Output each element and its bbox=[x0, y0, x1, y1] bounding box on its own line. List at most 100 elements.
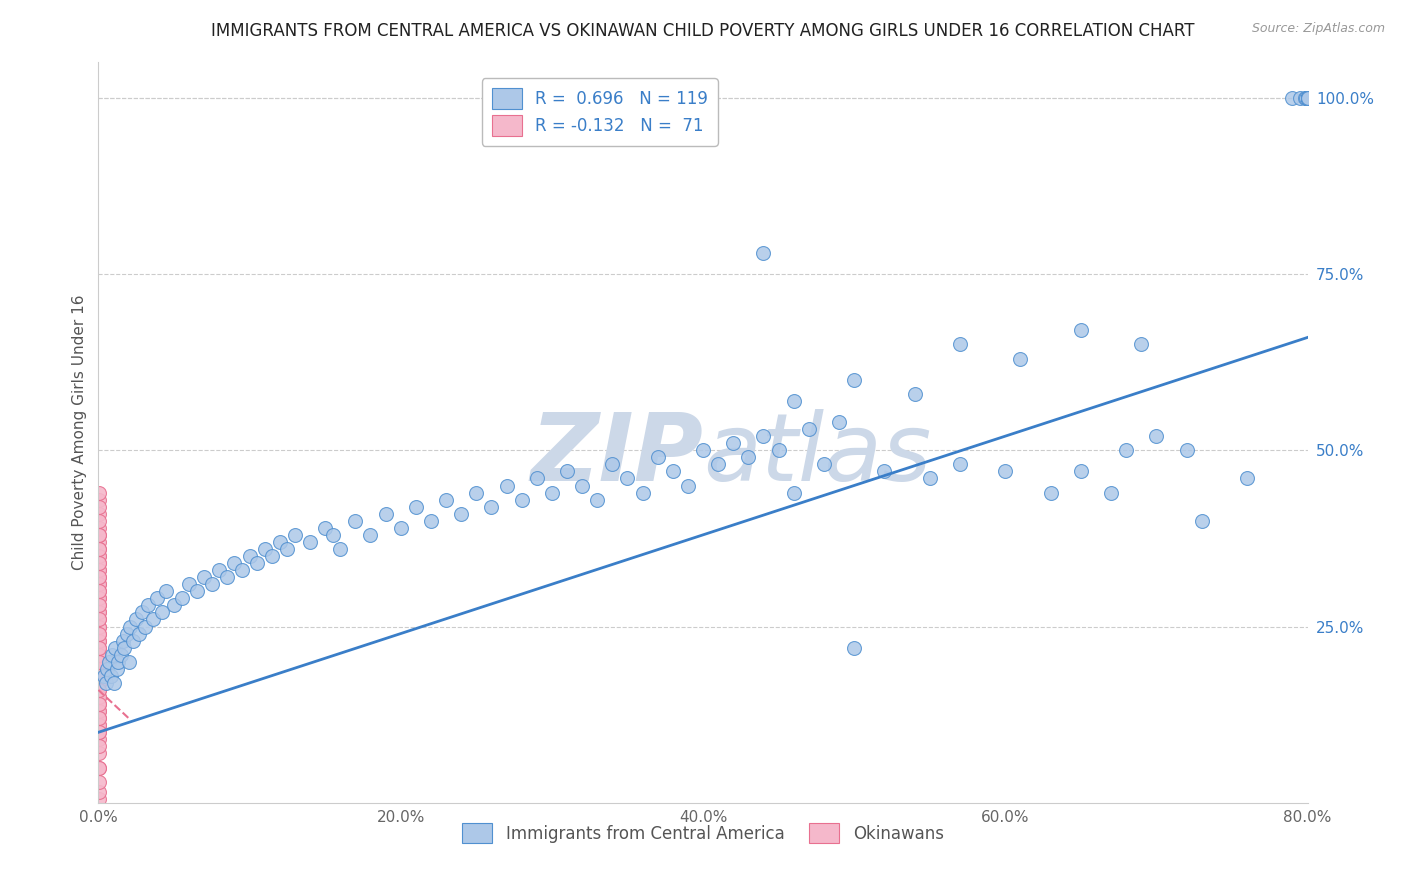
Point bbox=[110, 648, 132, 662]
Point bbox=[540, 485, 562, 500]
Point bbox=[602, 458, 624, 472]
Point bbox=[555, 464, 578, 478]
Point bbox=[752, 245, 775, 260]
Point bbox=[526, 471, 548, 485]
Point bbox=[1175, 443, 1198, 458]
Point bbox=[949, 458, 972, 472]
Point bbox=[89, 626, 111, 640]
Point bbox=[405, 500, 427, 514]
Point bbox=[89, 521, 111, 535]
Point bbox=[89, 640, 111, 655]
Text: Source: ZipAtlas.com: Source: ZipAtlas.com bbox=[1251, 22, 1385, 36]
Point bbox=[1296, 91, 1319, 105]
Point bbox=[89, 640, 111, 655]
Point bbox=[89, 599, 111, 613]
Point bbox=[89, 514, 111, 528]
Point bbox=[360, 528, 382, 542]
Point bbox=[813, 458, 835, 472]
Point bbox=[1039, 485, 1062, 500]
Point bbox=[89, 655, 111, 669]
Point bbox=[89, 507, 111, 521]
Point bbox=[89, 556, 111, 570]
Point bbox=[239, 549, 262, 563]
Point bbox=[89, 570, 111, 584]
Point bbox=[103, 676, 125, 690]
Point bbox=[89, 563, 111, 577]
Point bbox=[661, 464, 683, 478]
Point bbox=[115, 626, 138, 640]
Point bbox=[89, 619, 111, 633]
Point bbox=[1296, 91, 1319, 105]
Point bbox=[89, 718, 111, 732]
Point bbox=[1296, 91, 1319, 105]
Point bbox=[1296, 91, 1319, 105]
Point bbox=[89, 662, 111, 676]
Point bbox=[125, 612, 148, 626]
Point bbox=[96, 662, 118, 676]
Point bbox=[89, 690, 111, 704]
Point bbox=[89, 599, 111, 613]
Point bbox=[752, 429, 775, 443]
Point bbox=[89, 690, 111, 704]
Point bbox=[89, 606, 111, 620]
Point bbox=[1010, 351, 1032, 366]
Point bbox=[89, 774, 111, 789]
Point bbox=[89, 549, 111, 563]
Point bbox=[1296, 91, 1319, 105]
Point bbox=[450, 507, 472, 521]
Point bbox=[481, 500, 503, 514]
Point bbox=[1146, 429, 1168, 443]
Point bbox=[89, 633, 111, 648]
Point bbox=[1191, 514, 1213, 528]
Point bbox=[1294, 91, 1316, 105]
Point bbox=[93, 669, 115, 683]
Point bbox=[128, 626, 150, 640]
Point bbox=[707, 458, 730, 472]
Point bbox=[465, 485, 488, 500]
Point bbox=[89, 725, 111, 739]
Point bbox=[89, 704, 111, 718]
Point bbox=[723, 436, 745, 450]
Point bbox=[215, 570, 238, 584]
Point bbox=[344, 514, 367, 528]
Point bbox=[89, 760, 111, 774]
Point bbox=[783, 393, 806, 408]
Point bbox=[89, 697, 111, 711]
Point bbox=[374, 507, 396, 521]
Point bbox=[112, 640, 135, 655]
Point bbox=[89, 549, 111, 563]
Y-axis label: Child Poverty Among Girls Under 16: Child Poverty Among Girls Under 16 bbox=[72, 295, 87, 570]
Point bbox=[193, 570, 215, 584]
Point bbox=[828, 415, 851, 429]
Point bbox=[89, 676, 111, 690]
Point bbox=[89, 704, 111, 718]
Point bbox=[89, 711, 111, 725]
Point bbox=[89, 669, 111, 683]
Point bbox=[163, 599, 186, 613]
Point bbox=[586, 492, 609, 507]
Point bbox=[94, 676, 117, 690]
Point bbox=[797, 422, 820, 436]
Point bbox=[224, 556, 246, 570]
Point bbox=[107, 655, 129, 669]
Point bbox=[262, 549, 284, 563]
Point bbox=[89, 633, 111, 648]
Point bbox=[179, 577, 201, 591]
Point bbox=[89, 492, 111, 507]
Point bbox=[1070, 323, 1092, 337]
Point bbox=[783, 485, 806, 500]
Point bbox=[1296, 91, 1319, 105]
Point bbox=[276, 541, 298, 556]
Point bbox=[495, 478, 517, 492]
Point bbox=[89, 591, 111, 606]
Point bbox=[1296, 91, 1319, 105]
Point bbox=[146, 591, 169, 606]
Point bbox=[284, 528, 307, 542]
Point bbox=[1115, 443, 1137, 458]
Point bbox=[142, 612, 165, 626]
Point bbox=[101, 648, 124, 662]
Point bbox=[904, 387, 927, 401]
Point bbox=[89, 725, 111, 739]
Point bbox=[89, 655, 111, 669]
Point bbox=[676, 478, 699, 492]
